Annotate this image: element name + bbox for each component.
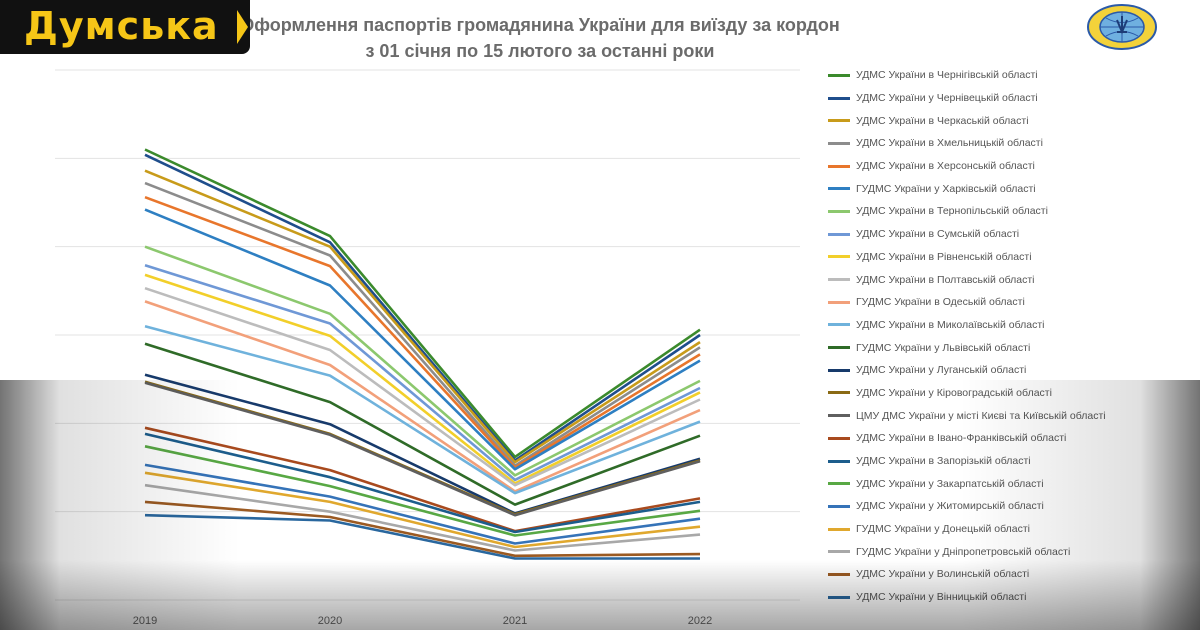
- x-tick-label: 2022: [688, 615, 712, 627]
- legend-label: УДМС України у Чернівецькій області: [856, 92, 1038, 105]
- legend-label: УДМС України в Хмельницькій області: [856, 137, 1043, 150]
- legend-label: УДМС України в Черкаській області: [856, 114, 1029, 127]
- migration-service-emblem-icon: [1087, 4, 1157, 50]
- legend-label: ЦМУ ДМС України у місті Києві та Київськ…: [856, 409, 1106, 422]
- legend-item: ГУДМС України у Львівській області: [828, 336, 1168, 359]
- brand-name: Думська: [24, 4, 219, 48]
- legend-swatch: [828, 96, 850, 100]
- x-tick-label: 2019: [133, 615, 157, 627]
- chart-title-line-2: з 01 січня по 15 лютого за останні роки: [365, 41, 715, 61]
- legend-item: УДМС України в Черкаській області: [828, 109, 1168, 132]
- legend-label: УДМС України в Чернігівській області: [856, 69, 1038, 82]
- legend-item: УДМС України у Вінницькій області: [828, 586, 1168, 609]
- legend-item: УДМС України в Рівненській області: [828, 246, 1168, 269]
- legend-label: ГУДМС України в Одеській області: [856, 296, 1025, 309]
- legend-swatch: [828, 527, 850, 531]
- legend-swatch: [828, 572, 850, 576]
- legend-label: ГУДМС України у Львівській області: [856, 341, 1031, 354]
- legend-label: УДМС України у Луганській області: [856, 364, 1027, 377]
- legend-swatch: [828, 73, 850, 77]
- legend-item: УДМС України у Кіровоградській області: [828, 382, 1168, 405]
- legend-item: УДМС України в Тернопільській області: [828, 200, 1168, 223]
- legend-label: УДМС України у Житомирській області: [856, 500, 1044, 513]
- legend-item: ГУДМС України у Дніпропетровській област…: [828, 540, 1168, 563]
- legend-item: УДМС України в Херсонській області: [828, 155, 1168, 178]
- legend-item: УДМС України в Сумській області: [828, 223, 1168, 246]
- legend-item: УДМС України в Хмельницькій області: [828, 132, 1168, 155]
- legend-item: ЦМУ ДМС України у місті Києві та Київськ…: [828, 404, 1168, 427]
- legend: УДМС України в Чернігівській області УДМС…: [828, 64, 1168, 609]
- chart-title-line-1: Оформлення паспортів громадянина України…: [240, 15, 840, 35]
- legend-item: УДМС України в Миколаївській області: [828, 314, 1168, 337]
- legend-item: УДМС України в Чернігівській області: [828, 64, 1168, 87]
- legend-label: УДМС України в Івано-Франківській област…: [856, 432, 1067, 445]
- legend-swatch: [828, 346, 850, 350]
- legend-swatch: [828, 595, 850, 599]
- legend-item: УДМС України в Полтавській області: [828, 268, 1168, 291]
- legend-swatch: [828, 164, 850, 168]
- legend-item: УДМС України в Запорізькій області: [828, 450, 1168, 473]
- legend-swatch: [828, 300, 850, 304]
- legend-label: ГУДМС України у Дніпропетровській област…: [856, 545, 1071, 558]
- legend-swatch: [828, 368, 850, 372]
- legend-swatch: [828, 209, 850, 213]
- legend-swatch: [828, 550, 850, 554]
- legend-label: ГУДМС України у Донецькій області: [856, 523, 1031, 536]
- series-lines: [144, 148, 701, 560]
- legend-item: УДМС України у Чернівецькій області: [828, 87, 1168, 110]
- legend-label: УДМС України в Тернопільській області: [856, 205, 1048, 218]
- legend-swatch: [828, 141, 850, 145]
- legend-label: УДМС України в Миколаївській області: [856, 318, 1045, 331]
- legend-swatch: [828, 255, 850, 259]
- series-line-1: [144, 153, 701, 462]
- legend-swatch: [828, 119, 850, 123]
- x-tick-label: 2021: [503, 615, 527, 627]
- series-line-18: [144, 445, 701, 537]
- legend-swatch: [828, 459, 850, 463]
- legend-item: ГУДМС України у Харківській області: [828, 177, 1168, 200]
- legend-label: УДМС України в Запорізькій області: [856, 455, 1031, 468]
- legend-item: ГУДМС України в Одеській області: [828, 291, 1168, 314]
- legend-item: УДМС України у Волинській області: [828, 563, 1168, 586]
- legend-label: УДМС України в Рівненській області: [856, 250, 1032, 263]
- x-tick-label: 2020: [318, 615, 342, 627]
- chart-title: Оформлення паспортів громадянина України…: [230, 12, 850, 64]
- legend-item: УДМС України в Івано-Франківській област…: [828, 427, 1168, 450]
- legend-swatch: [828, 278, 850, 282]
- legend-label: УДМС України у Волинській області: [856, 568, 1030, 581]
- legend-label: УДМС України в Херсонській області: [856, 160, 1035, 173]
- legend-label: УДМС України у Кіровоградській області: [856, 386, 1052, 399]
- legend-swatch: [828, 323, 850, 327]
- legend-swatch: [828, 482, 850, 486]
- legend-label: УДМС України в Сумській області: [856, 228, 1020, 241]
- brand-logo[interactable]: Думська: [0, 0, 250, 54]
- legend-label: УДМС України у Вінницькій області: [856, 591, 1027, 604]
- legend-swatch: [828, 414, 850, 418]
- legend-item: ГУДМС України у Донецькій області: [828, 518, 1168, 541]
- legend-swatch: [828, 187, 850, 191]
- legend-item: УДМС України у Луганській області: [828, 359, 1168, 382]
- legend-swatch: [828, 391, 850, 395]
- legend-swatch: [828, 232, 850, 236]
- legend-swatch: [828, 504, 850, 508]
- x-axis-ticks: 2019 2020 2021 2022: [133, 615, 712, 627]
- brand-arrow-icon: [237, 10, 248, 44]
- legend-label: ГУДМС України у Харківській області: [856, 182, 1036, 195]
- legend-item: УДМС України у Житомирській області: [828, 495, 1168, 518]
- legend-label: УДМС України у Закарпатській області: [856, 477, 1044, 490]
- legend-label: УДМС України в Полтавській області: [856, 273, 1035, 286]
- legend-item: УДМС України у Закарпатській області: [828, 472, 1168, 495]
- legend-swatch: [828, 436, 850, 440]
